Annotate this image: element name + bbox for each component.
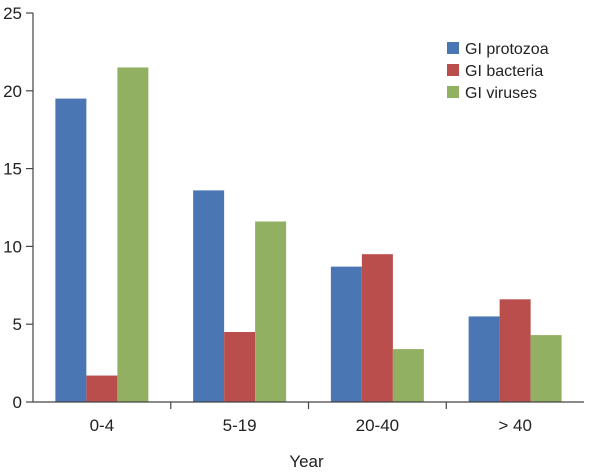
bar-gi-bacteria-1 [224, 331, 256, 402]
bar-gi-viruses-0 [117, 67, 149, 403]
bar-gi-bacteria-0 [86, 375, 118, 402]
legend-swatch [447, 42, 459, 54]
y-tick-label: 25 [3, 4, 22, 23]
bar-gi-protozoa-0 [55, 98, 87, 402]
x-ticks-group: 0-4 5-19 20-40 > 40 [90, 402, 532, 435]
bars-group [55, 67, 562, 403]
bar-gi-protozoa-1 [193, 190, 225, 402]
legend-label: GI bacteria [465, 63, 543, 80]
x-tick-label: 0-4 [90, 416, 115, 435]
bar-gi-bacteria-2 [361, 254, 393, 402]
bar-gi-viruses-3 [530, 335, 562, 402]
legend-swatch [447, 86, 459, 98]
y-tick-label: 15 [3, 160, 22, 179]
bar-gi-viruses-2 [392, 349, 424, 402]
legend-swatch [447, 64, 459, 76]
x-tick-label: 20-40 [356, 416, 399, 435]
x-axis-title: Year [289, 452, 324, 471]
y-tick-label: 10 [3, 237, 22, 256]
legend-label: GI viruses [465, 85, 537, 102]
x-tick-label: > 40 [498, 416, 532, 435]
legend-label: GI protozoa [465, 41, 549, 58]
y-tick-label: 20 [3, 82, 22, 101]
bar-gi-bacteria-3 [499, 299, 531, 402]
y-tick-label: 5 [13, 315, 22, 334]
bar-gi-protozoa-2 [330, 266, 362, 402]
bar-gi-protozoa-3 [468, 316, 500, 402]
legend: GI protozoa GI bacteria GI viruses [447, 41, 549, 102]
x-tick-label: 5-19 [223, 416, 257, 435]
y-tick-label: 0 [13, 393, 22, 412]
bar-gi-viruses-1 [255, 221, 287, 402]
y-ticks-group: 0 5 10 15 20 25 [3, 4, 33, 412]
